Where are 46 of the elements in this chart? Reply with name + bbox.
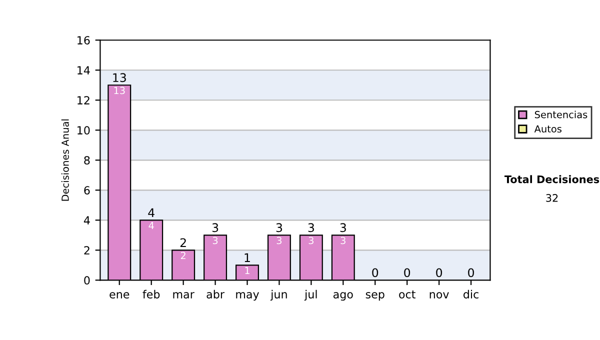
- x-tick-label: nov: [430, 292, 449, 298]
- data-label: 4: [148, 222, 154, 230]
- y-tick-label: 10: [78, 126, 90, 135]
- x-tick-label: feb: [142, 290, 160, 298]
- data-label: 3: [340, 236, 346, 244]
- x-tick-label: may: [236, 292, 260, 301]
- data-label: 3: [308, 236, 314, 244]
- total-label: 1: [244, 253, 250, 262]
- total-label: 3: [340, 223, 346, 232]
- x-tick-label: oct: [399, 290, 416, 298]
- total-label: 4: [148, 208, 154, 217]
- x-tick-label: ene: [110, 292, 130, 298]
- total-label: 0: [436, 268, 442, 278]
- y-axis-title: Decisiones Anual: [61, 119, 69, 201]
- data-label: 1: [245, 266, 250, 274]
- x-tick-label: jun: [270, 290, 287, 301]
- text: 32: [546, 194, 558, 202]
- y-tick-label: 4: [84, 216, 90, 224]
- y-tick-label: 16: [78, 36, 90, 44]
- y-tick-label: 14: [78, 66, 90, 74]
- data-label: 3: [212, 236, 218, 244]
- total-label: 0: [468, 268, 474, 278]
- data-label: 3: [276, 236, 282, 244]
- y-tick-label: 12: [78, 96, 90, 104]
- legend-label: Sentencias: [534, 110, 588, 118]
- y-tick-label: 2: [84, 246, 90, 254]
- x-tick-label: dic: [464, 290, 478, 298]
- text: Total Decisiones: [504, 175, 600, 184]
- total-label: 3: [212, 223, 218, 232]
- total-label: 0: [372, 268, 378, 278]
- x-tick-label: jul: [304, 290, 317, 301]
- y-tick-label: 0: [84, 276, 90, 285]
- x-tick-label: mar: [173, 292, 194, 298]
- x-tick-label: ago: [333, 292, 353, 301]
- x-tick-label: abr: [206, 290, 224, 298]
- total-label: 3: [276, 223, 282, 232]
- total-label: 2: [180, 238, 186, 247]
- data-label: 2: [180, 252, 186, 260]
- total-label: 13: [113, 73, 126, 82]
- legend-label: Autos: [534, 125, 562, 133]
- total-label: 0: [404, 268, 410, 278]
- x-tick-label: sep: [366, 292, 384, 301]
- total-label: 3: [308, 223, 314, 232]
- y-tick-label: 8: [84, 156, 90, 165]
- y-tick-label: 6: [84, 186, 90, 195]
- data-label: 13: [114, 86, 125, 94]
